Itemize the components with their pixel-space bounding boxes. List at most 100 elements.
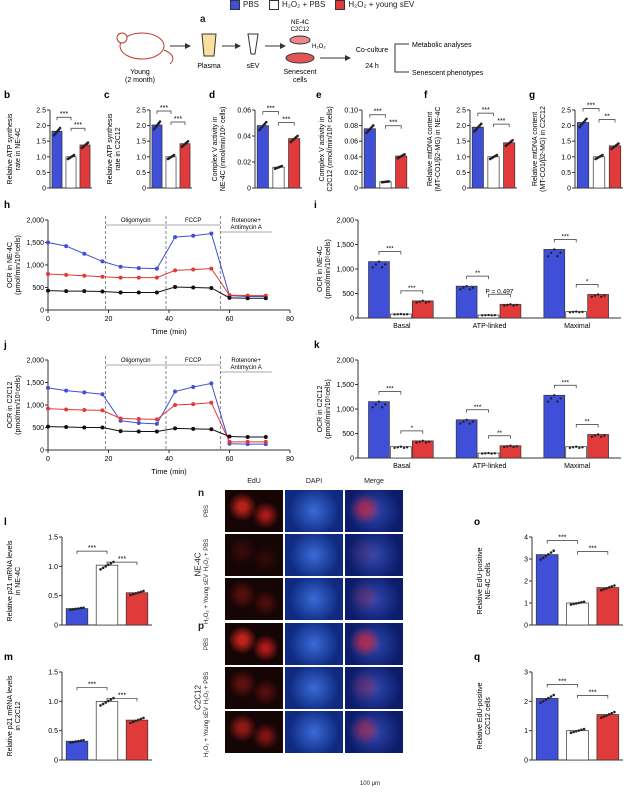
y-axis-label: Relative mtDNA content — [427, 112, 434, 186]
y-tick-label: 500 — [32, 425, 44, 432]
panel-label-c: c — [104, 90, 110, 101]
data-point — [605, 587, 608, 590]
h2o2-label: H₂O₂ — [312, 44, 326, 50]
y-tick-label: 0.06 — [344, 139, 358, 146]
data-point — [581, 310, 584, 314]
series-point — [173, 426, 178, 431]
data-point — [605, 714, 608, 717]
y-tick-label: 0 — [247, 186, 251, 193]
data-point — [387, 180, 391, 183]
chart-j: j OCR in C2C12 (pmol/min/10⁵cells) 0 500 1,00… — [3, 340, 294, 476]
bar-pbs — [151, 124, 163, 189]
sig-label: *** — [474, 404, 482, 411]
sig-label: * — [411, 425, 414, 432]
data-point — [71, 740, 75, 744]
series-point — [154, 429, 159, 434]
mouse-label: Young — [130, 69, 150, 76]
panel-label-g: g — [529, 90, 535, 101]
series-point — [154, 421, 159, 426]
data-point — [72, 153, 76, 157]
sig-bracket — [582, 108, 600, 112]
data-point — [296, 134, 299, 138]
panel-label-a: a — [200, 14, 206, 25]
data-point — [402, 446, 406, 450]
bar-pbs — [51, 130, 63, 189]
data-point — [515, 445, 518, 448]
series-point — [46, 424, 50, 429]
series-point — [100, 392, 105, 397]
data-point — [139, 590, 143, 594]
data-point — [142, 589, 145, 593]
data-point — [582, 600, 586, 604]
data-point — [590, 295, 594, 299]
chart-f: f Relative mtDNA content (MT-CO1/β2-MG) in… — [424, 90, 517, 193]
y-tick-label: 0 — [354, 186, 358, 193]
y-tick-label: 2.0 — [136, 123, 146, 130]
data-point — [601, 153, 604, 157]
data-point — [99, 568, 102, 571]
data-point — [585, 117, 588, 121]
bar-pbs — [65, 740, 89, 761]
data-point — [495, 153, 499, 157]
y-tick-label: 1,500 — [336, 382, 354, 389]
row-label: PBS — [204, 505, 210, 518]
sig-bracket — [488, 293, 511, 298]
micrograph-edu — [225, 490, 283, 532]
x-tick-label: Maximal — [564, 463, 591, 470]
data-point — [471, 286, 475, 289]
y-tick-label: 1,500 — [336, 242, 354, 249]
cell-line-label: NE-4C — [193, 552, 203, 577]
series-point — [82, 390, 87, 395]
data-point — [580, 601, 583, 604]
y-axis-label: Relative p21 mRNA levels — [7, 540, 14, 621]
series-point — [263, 296, 268, 301]
y-tick-label: 0 — [142, 186, 146, 193]
y-axis-label: Relative EdU-positive — [477, 682, 484, 749]
data-point — [596, 293, 600, 296]
series-point — [209, 427, 214, 432]
data-point — [547, 696, 550, 700]
series-point — [136, 266, 141, 271]
series-point — [245, 434, 250, 439]
bar-h2o2-pbs — [272, 166, 285, 189]
sig-label: ** — [585, 418, 591, 425]
data-point — [371, 406, 374, 409]
bar-basal-2 — [412, 440, 434, 459]
series-point — [209, 400, 214, 405]
sig-label: *** — [60, 111, 68, 118]
y-tick-label: 1,500 — [26, 380, 44, 387]
data-point — [134, 592, 138, 595]
sig-bracket — [466, 275, 489, 280]
chart-m: m Relative p21 mRNA levels in C2C12 0 0.5 1.0… — [4, 652, 152, 765]
data-point — [71, 608, 75, 611]
y-tick-label: 2,000 — [336, 218, 354, 225]
sig-bracket — [385, 125, 402, 129]
bar-atp-linked-2 — [499, 303, 522, 319]
data-point — [549, 251, 553, 255]
data-point — [577, 601, 581, 605]
micro-col-edu: EdU — [247, 478, 261, 485]
panel-label-e: e — [316, 90, 322, 101]
data-point — [610, 585, 614, 588]
chart-d: d Complex V activity in NE-4C (nmol/min/10… — [209, 90, 302, 193]
data-point — [158, 120, 162, 123]
series-point — [46, 406, 50, 411]
sig-bracket — [170, 121, 186, 125]
phase-label: FCCP — [185, 218, 201, 224]
sig-bracket — [466, 409, 489, 413]
sig-label: P = 0.497 — [486, 288, 514, 295]
series-point — [136, 421, 141, 425]
bar-young-sev — [596, 587, 620, 626]
data-point — [556, 400, 559, 403]
data-point — [553, 394, 556, 397]
data-point — [82, 738, 85, 742]
x-axis-label: Time (min) — [151, 467, 187, 476]
series-point — [227, 295, 232, 300]
data-point — [502, 445, 506, 449]
sig-bracket — [598, 119, 616, 123]
chart-k: k OCR in C2C12 (pmol/min/10⁵cells) 0 500 1,00… — [314, 340, 621, 470]
series-point — [100, 408, 105, 413]
series-point — [100, 259, 105, 264]
sig-bracket — [56, 116, 72, 121]
sig-bracket — [76, 686, 108, 691]
